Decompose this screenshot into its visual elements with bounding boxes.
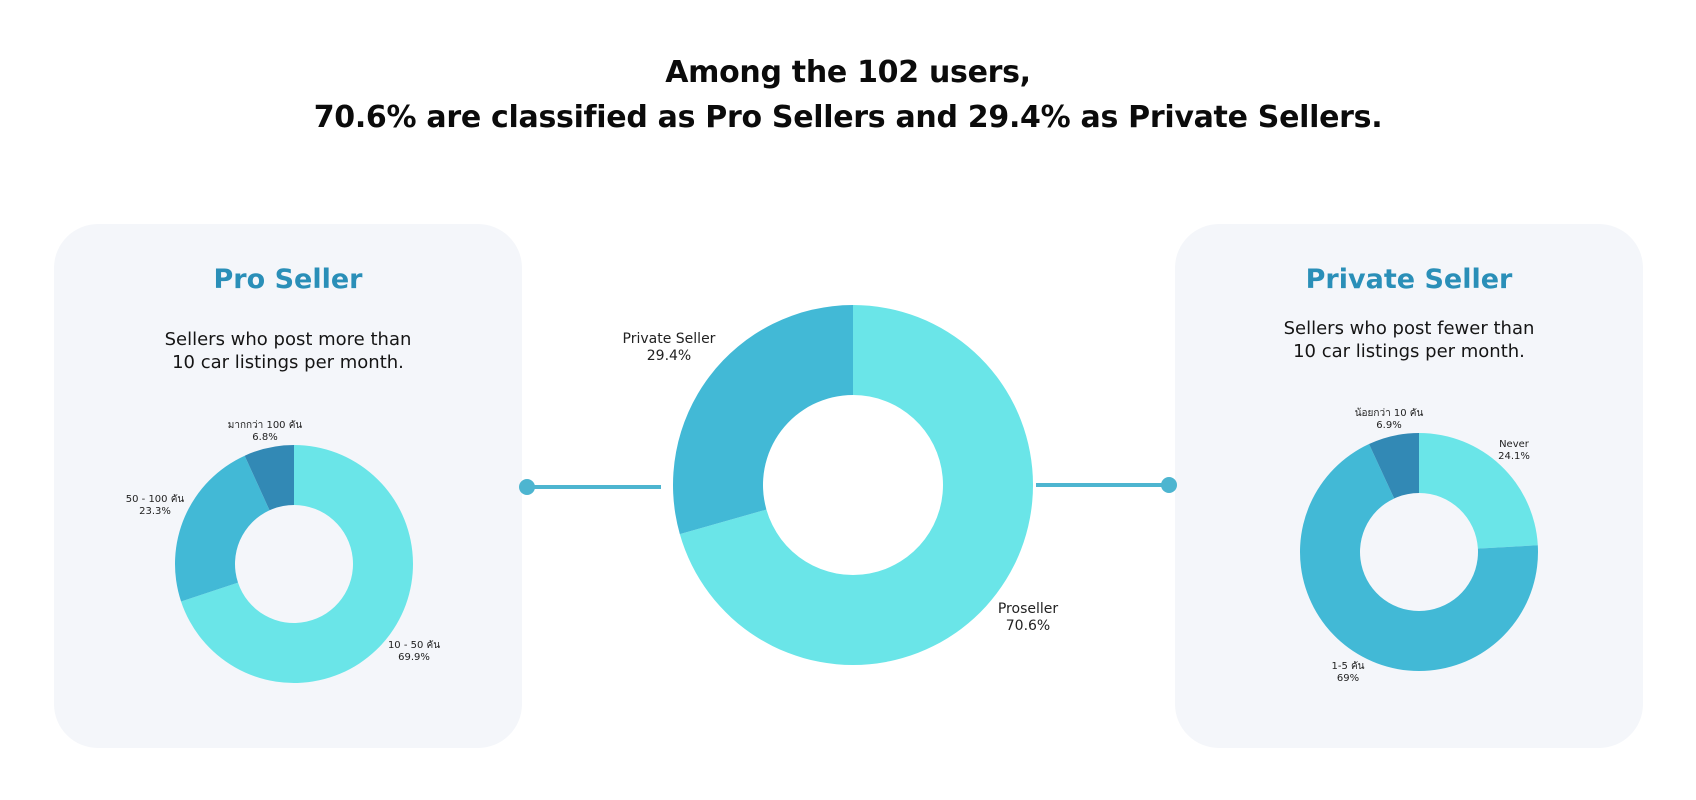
pro-seller-title: Pro Seller [213, 264, 363, 295]
pro-seller-donut-chart: 10 - 50 คัน 69.9% 50 - 100 คัน 23.3% มากกว่า… [126, 420, 440, 683]
private-seller-label-value-1: 69% [1337, 673, 1359, 684]
private-seller-description: Sellers who post fewer than 10 car listi… [1175, 317, 1643, 363]
private-seller-label-name-1: 1-5 คัน [1331, 661, 1364, 672]
connector-line-left [527, 485, 661, 489]
connector-line-right [1036, 483, 1170, 487]
pro-seller-label-value-2: 6.8% [252, 432, 277, 443]
private-seller-label-value-2: 6.9% [1376, 420, 1401, 431]
private-seller-desc-line-1: Sellers who post fewer than [1283, 318, 1535, 339]
headline-line-1: Among the 102 users, [665, 55, 1031, 90]
seller-type-label-name-1: Private Seller [623, 331, 716, 347]
pro-seller-slice-0 [181, 445, 413, 683]
pro-seller-label-name-0: 10 - 50 คัน [388, 640, 440, 651]
seller-type-label-value-0: 70.6% [1006, 618, 1050, 634]
pro-seller-label-2: มากกว่า 100 คัน 6.8% [228, 420, 303, 443]
headline: Among the 102 users, 70.6% are classifie… [0, 50, 1696, 140]
private-seller-slice-1 [1300, 444, 1538, 671]
pro-seller-slice-1 [174, 455, 270, 602]
private-seller-label-name-2: น้อยกว่า 10 คัน [1355, 407, 1424, 419]
seller-type-slice-1 [673, 305, 853, 535]
private-seller-title: Private Seller [1305, 264, 1513, 295]
private-seller-desc-line-2: 10 car listings per month. [1293, 341, 1525, 362]
pro-seller-label-value-0: 69.9% [398, 652, 430, 663]
private-seller-card: Private Seller Sellers who post fewer th… [1175, 224, 1643, 748]
seller-type-label-0: Proseller 70.6% [998, 601, 1059, 634]
private-seller-donut-chart: Never 24.1% 1-5 คัน 69% น้อยกว่า 10 คัน 6.9% [1300, 407, 1538, 684]
pro-seller-description: Sellers who post more than 10 car listin… [54, 328, 522, 374]
pro-seller-label-name-1: 50 - 100 คัน [126, 494, 185, 505]
private-seller-slice-2 [1369, 433, 1419, 499]
pro-seller-desc-line-1: Sellers who post more than [164, 329, 412, 350]
private-seller-label-name-0: Never [1499, 439, 1530, 450]
private-seller-label-2: น้อยกว่า 10 คัน 6.9% [1355, 407, 1424, 431]
private-seller-slice-0 [1419, 433, 1538, 549]
pro-seller-slice-2 [244, 445, 294, 511]
seller-type-label-1: Private Seller 29.4% [623, 331, 716, 364]
seller-type-slice-0 [679, 305, 1033, 665]
seller-type-label-name-0: Proseller [998, 601, 1059, 617]
headline-line-2: 70.6% are classified as Pro Sellers and … [313, 100, 1383, 135]
pro-seller-card: Pro Seller Sellers who post more than 10… [54, 224, 522, 748]
connector-dot-right [1161, 477, 1177, 493]
pro-seller-label-value-1: 23.3% [139, 506, 171, 517]
pro-seller-label-0: 10 - 50 คัน 69.9% [388, 640, 440, 663]
private-seller-label-value-0: 24.1% [1498, 451, 1530, 462]
pro-seller-label-1: 50 - 100 คัน 23.3% [126, 494, 185, 517]
private-seller-label-0: Never 24.1% [1498, 439, 1530, 462]
private-seller-label-1: 1-5 คัน 69% [1331, 661, 1364, 684]
seller-type-label-value-1: 29.4% [647, 348, 691, 364]
pro-seller-label-name-2: มากกว่า 100 คัน [228, 420, 303, 431]
pro-seller-desc-line-2: 10 car listings per month. [172, 352, 404, 373]
